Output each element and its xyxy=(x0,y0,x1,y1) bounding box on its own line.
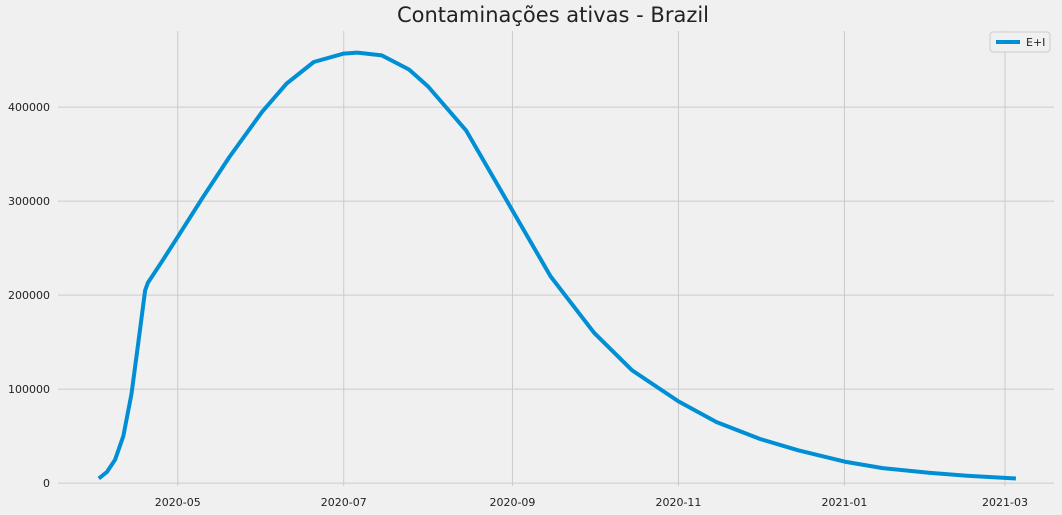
y-tick-label: 0 xyxy=(43,477,50,490)
y-tick-label: 100000 xyxy=(8,383,50,396)
series-layer xyxy=(97,50,1017,481)
legend: E+I xyxy=(989,31,1051,53)
legend-label: E+I xyxy=(1026,36,1045,49)
y-gridlines xyxy=(58,106,1054,484)
x-axis: 2020-05 2020-07 2020-09 2020-11 2021-01 2021-… xyxy=(155,496,1028,509)
chart-title: Contaminações ativas - Brazil xyxy=(397,3,709,27)
y-tick-label: 200000 xyxy=(8,289,50,302)
x-tick-label: 2020-11 xyxy=(655,496,701,509)
y-axis: 0 100000 200000 300000 400000 xyxy=(8,101,50,490)
x-tick-label: 2020-05 xyxy=(155,496,201,509)
x-tick-label: 2020-09 xyxy=(489,496,535,509)
x-tick-label: 2021-03 xyxy=(982,496,1028,509)
y-tick-label: 300000 xyxy=(8,195,50,208)
y-tick-label: 400000 xyxy=(8,101,50,114)
series-line-e-plus-i xyxy=(97,50,1017,481)
x-tick-label: 2021-01 xyxy=(821,496,867,509)
x-tick-label: 2020-07 xyxy=(321,496,367,509)
